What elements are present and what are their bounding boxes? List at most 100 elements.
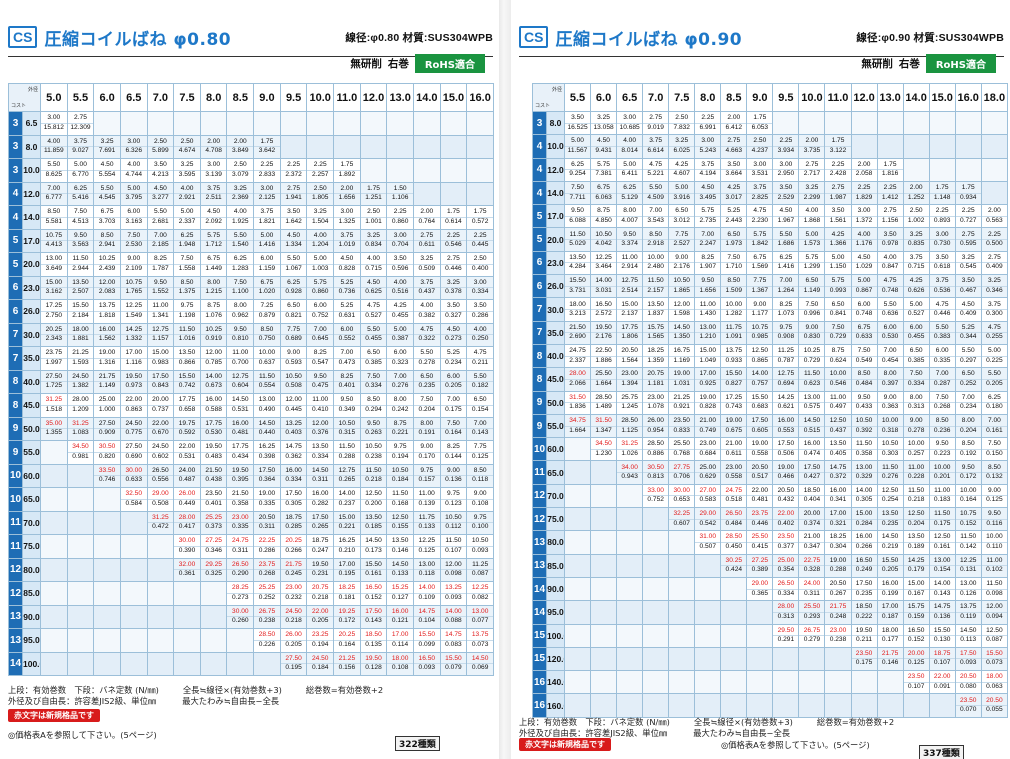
spring-cell: 27.50 0.195 <box>279 651 308 676</box>
spring-cell: 17.00 0.925 <box>694 367 722 392</box>
spring-cell: 13.50 2.507 <box>66 275 95 300</box>
active-coils: 15.50 <box>414 631 440 641</box>
active-coils: 19.00 <box>669 370 694 380</box>
spring-cell: 3.00 2.950 <box>772 157 800 182</box>
spring-cell: 10.00 0.164 <box>954 483 982 509</box>
spring-cell: 10.00 0.257 <box>902 437 930 462</box>
spring-rate: 0.757 <box>751 379 769 387</box>
empty-cell <box>772 110 800 136</box>
free-length: 100.0 <box>22 651 41 676</box>
spring-cell: 1.75 1.892 <box>333 158 361 183</box>
spring-rate: 2.176 <box>595 333 612 341</box>
spring-cell: 22.25 0.286 <box>253 534 281 559</box>
spring-rate: 0.107 <box>445 546 462 554</box>
spring-rate: 3.374 <box>621 240 638 248</box>
spring-rate: 1.806 <box>621 333 638 341</box>
spring-rate: 0.835 <box>907 240 925 248</box>
spring-rate: 0.225 <box>986 356 1003 364</box>
spring-cell: 10.75 0.152 <box>954 507 982 532</box>
spring-rate: 0.604 <box>232 382 249 390</box>
spring-cell: 2.75 1.987 <box>824 180 852 206</box>
spring-cell: 7.50 7.711 <box>563 180 592 206</box>
active-coils: 9.50 <box>695 277 720 287</box>
spring-cell: 2.00 1.656 <box>333 181 361 206</box>
spring-cell: 23.75 0.268 <box>253 557 281 582</box>
table-row: 12 75.0 32.25 0.607 29.00 0.542 26.50 0.484 23.7… <box>532 507 1009 532</box>
spring-cell: 4.50 3.277 <box>146 181 175 206</box>
od-header: 7.5 <box>668 83 696 112</box>
table-corner: 外径 コスト <box>532 83 565 112</box>
spring-rate: 0.172 <box>338 617 356 625</box>
active-coils: 14.25 <box>121 326 147 336</box>
active-coils: 9.00 <box>467 490 493 500</box>
spring-cell: 26.75 0.238 <box>253 604 281 629</box>
spring-cell: 13.50 4.284 <box>563 250 592 276</box>
spring-rate: 0.556 <box>152 476 169 484</box>
spring-rate: 0.077 <box>471 617 489 625</box>
od-header: 12.0 <box>359 83 388 112</box>
active-coils: 13.00 <box>414 561 440 571</box>
empty-cell <box>616 530 644 555</box>
cs-badge: CS <box>8 26 38 48</box>
empty-cell <box>746 600 774 625</box>
active-coils: 3.00 <box>467 279 493 289</box>
spring-rate: 0.248 <box>829 612 847 620</box>
spring-cell: 8.50 2.918 <box>642 227 670 252</box>
free-length: 60.0 <box>22 463 41 488</box>
spring-rate: 3.735 <box>803 146 821 154</box>
spring-cell: 16.50 0.152 <box>902 623 930 648</box>
active-coils: 19.50 <box>361 655 386 665</box>
active-coils: 28.00 <box>565 370 590 380</box>
spring-rate: 0.583 <box>699 496 717 504</box>
empty-cell <box>824 646 852 672</box>
cost-code: 3 <box>8 111 23 136</box>
spring-rate: 1.787 <box>152 264 169 272</box>
active-coils: 24.50 <box>307 655 333 665</box>
active-coils: 4.00 <box>307 232 333 242</box>
spring-rate: 0.736 <box>338 288 356 296</box>
spring-cell: 5.75 0.860 <box>306 275 335 300</box>
spring-cell: 20.50 1.564 <box>616 343 644 369</box>
active-coils: 25.75 <box>617 394 642 404</box>
active-coils: 11.50 <box>930 510 955 520</box>
spring-rate: 0.424 <box>725 566 743 574</box>
cost-code: 14 <box>8 651 23 676</box>
spring-cell: 15.50 0.073 <box>980 646 1009 672</box>
spring-rate: 0.400 <box>471 264 489 272</box>
spring-rate: 1.016 <box>178 335 196 343</box>
spring-cell: 27.25 0.346 <box>199 534 228 559</box>
active-coils: 25.00 <box>773 557 798 567</box>
empty-cell <box>668 693 696 718</box>
spring-rate: 0.575 <box>803 403 821 411</box>
spring-cell: 4.50 3.495 <box>694 180 722 206</box>
active-coils: 9.50 <box>334 396 360 406</box>
spring-cell: 9.00 0.170 <box>412 440 441 465</box>
spring-rate: 2.572 <box>595 310 612 318</box>
active-coils: 1.75 <box>825 137 851 147</box>
active-coils: 6.00 <box>852 301 877 311</box>
spring-cell: 21.25 0.921 <box>668 390 696 415</box>
active-coils: 8.00 <box>878 370 903 380</box>
active-coils: 17.50 <box>148 373 173 383</box>
spring-cell: 16.00 0.341 <box>824 483 852 509</box>
active-coils: 17.00 <box>825 510 851 520</box>
spring-rate: 0.109 <box>418 593 436 601</box>
spring-rate: 0.694 <box>777 379 795 387</box>
spring-rate: 0.402 <box>777 519 795 527</box>
spring-cell: 7.75 1.367 <box>746 274 774 299</box>
active-coils: 3.25 <box>227 185 253 195</box>
active-coils: 11.00 <box>227 349 253 359</box>
spring-rate: 0.313 <box>777 612 795 620</box>
spring-rate: 0.372 <box>829 473 847 481</box>
spring-rate: 0.866 <box>178 358 196 366</box>
spring-cell: 12.75 0.694 <box>772 367 800 392</box>
spring-cell: 3.50 16.525 <box>563 110 592 136</box>
od-header: 6.5 <box>616 83 644 112</box>
active-coils: 5.50 <box>956 347 981 357</box>
table-row: 10 60.0 34.50 1.230 31.25 1.026 28.50 0.886 25.5… <box>532 437 1009 462</box>
spring-cell: 12.50 0.437 <box>824 413 852 439</box>
active-coils: 5.75 <box>825 277 851 287</box>
spring-cell: 16.00 0.199 <box>876 576 904 602</box>
active-coils: 10.50 <box>669 277 694 287</box>
spring-rate: 0.633 <box>855 333 873 341</box>
